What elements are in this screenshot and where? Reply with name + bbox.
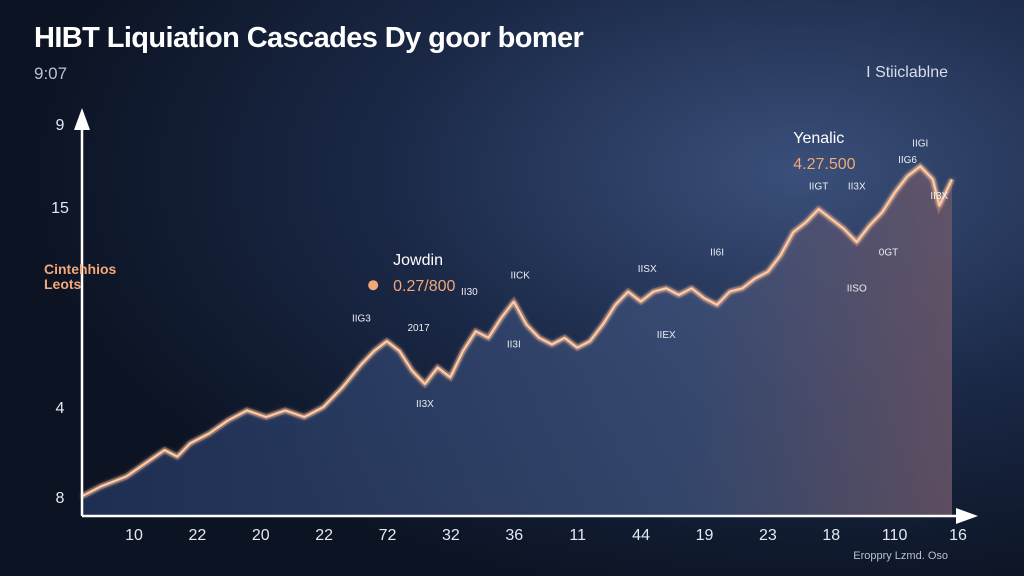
lightbulb-icon: [368, 280, 379, 291]
x-tick-label: 23: [759, 527, 777, 544]
annotation-value: 4.27.500: [793, 156, 855, 173]
point-label: IIG6: [898, 155, 917, 166]
annotation-yenalic: Yenalic 4.27.500: [793, 130, 855, 173]
y-axis-arrow: [74, 108, 90, 130]
y-tick-labels: 8 4 15 9: [51, 117, 69, 507]
point-label: IIGT: [809, 181, 828, 192]
x-tick-label: 22: [315, 527, 333, 544]
point-label: IIEX: [657, 330, 676, 341]
source-note: Eroppry Lzmd. Oso: [853, 550, 948, 562]
annotation-name: Jowdin: [393, 252, 443, 269]
y-tick-label: 8: [56, 490, 65, 507]
x-tick-label: 44: [632, 527, 650, 544]
x-tick-label: 110: [882, 527, 908, 544]
x-tick-label: 16: [949, 527, 967, 544]
chart-subtitle: 9:07: [34, 64, 68, 83]
x-tick-label: 36: [505, 527, 523, 544]
series-line: [81, 165, 953, 498]
y-axis-label: Cintehhios Leots: [44, 261, 117, 292]
y-tick-label: 9: [56, 117, 65, 134]
y-tick-label: 4: [56, 400, 65, 417]
annotations: Jowdin 0.27/800 Yenalic 4.27.500: [368, 130, 856, 295]
point-label: IIG3: [352, 313, 371, 324]
x-tick-label: 32: [442, 527, 460, 544]
point-label: IISO: [847, 284, 867, 295]
point-label: IICK: [510, 270, 530, 281]
point-label: 0GT: [879, 247, 898, 258]
annotation-jowdin: Jowdin 0.27/800: [368, 252, 456, 295]
y-tick-label: 15: [51, 200, 69, 217]
x-tick-label: 22: [188, 527, 206, 544]
point-label: II3I: [507, 340, 521, 351]
x-tick-label: 20: [252, 527, 270, 544]
x-tick-label: 11: [569, 527, 586, 544]
point-label: IISX: [638, 264, 657, 275]
point-label: II3X: [848, 181, 866, 192]
annotation-value: 0.27/800: [393, 278, 455, 295]
area-fill: [82, 166, 952, 516]
point-label: II6I: [710, 247, 724, 258]
x-tick-label: 19: [696, 527, 714, 544]
x-axis-arrow: [956, 508, 978, 524]
x-tick-label: 72: [379, 527, 397, 544]
x-tick-label: 10: [125, 527, 143, 544]
point-label: II3X: [930, 191, 948, 202]
chart-title: HIBT Liquiation Cascades Dy goor bomer: [34, 22, 584, 54]
x-tick-labels: 10 22 20 22 72 32 36 11 44 19 23 18 110 16: [125, 527, 967, 544]
point-labels: IIG3 2017 II3X II30 IICK II3I IISX IIEX II6I IIGT…: [352, 138, 949, 410]
legend-label: I Stiiclablne: [866, 64, 948, 81]
point-label: 2017: [407, 323, 430, 334]
x-tick-label: 18: [822, 527, 840, 544]
point-label: II3X: [416, 399, 434, 410]
annotation-name: Yenalic: [793, 130, 844, 147]
point-label: II30: [461, 287, 478, 298]
point-label: IIGI: [912, 138, 928, 149]
